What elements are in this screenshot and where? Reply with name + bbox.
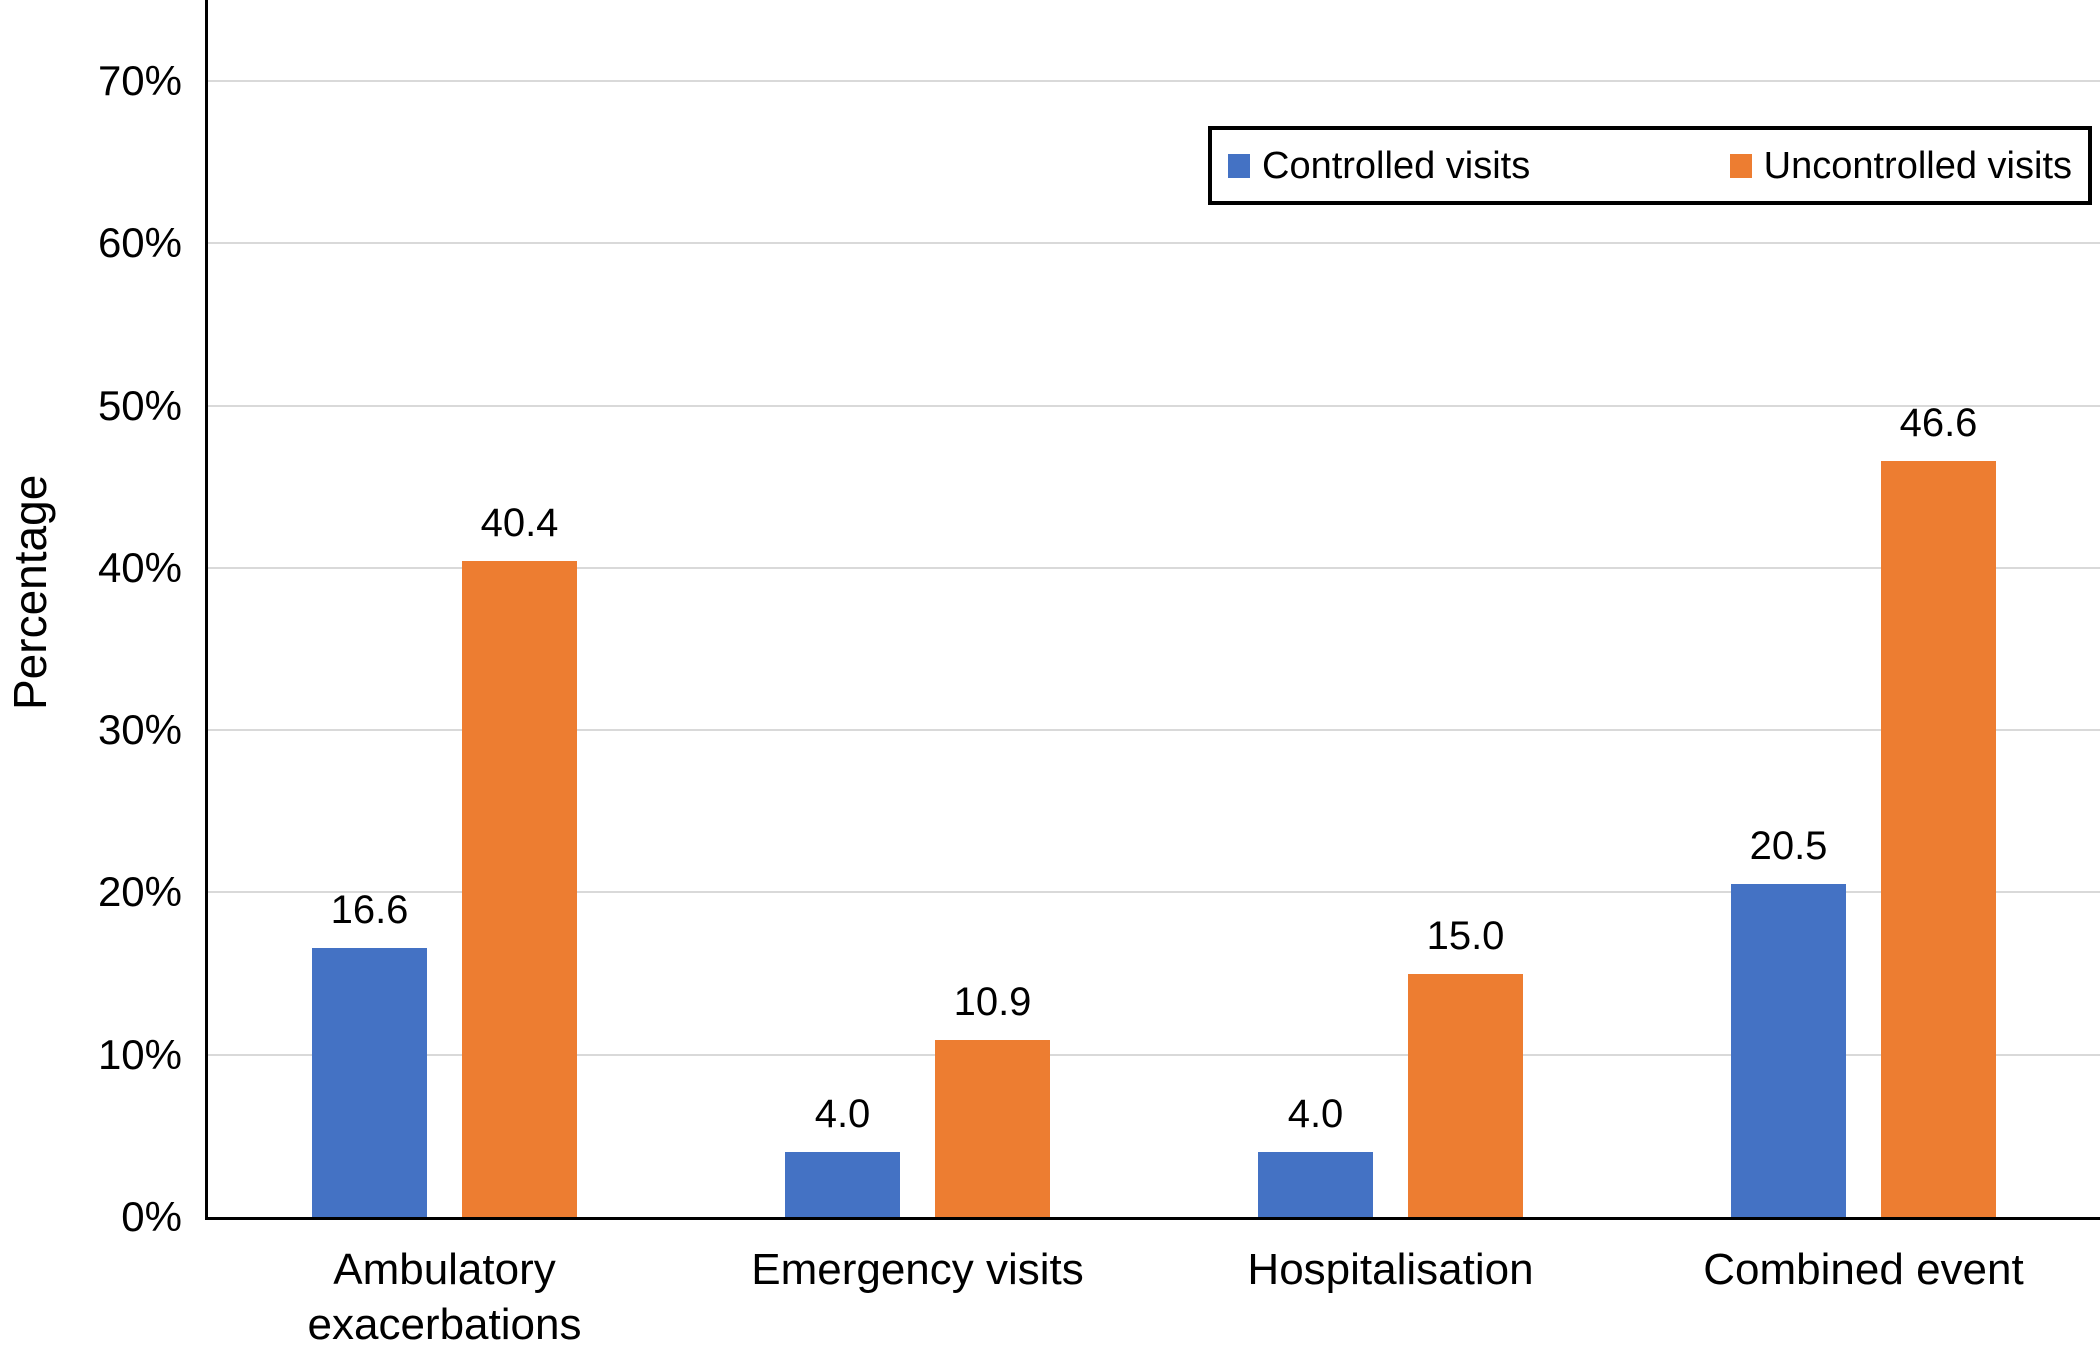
bar-controlled-visits [1731, 884, 1846, 1217]
value-label: 10.9 [953, 980, 1032, 1025]
x-category-label: Ambulatory exacerbations [307, 1245, 582, 1349]
y-tick-label: 0% [121, 1193, 182, 1240]
x-category-label: Combined event [1703, 1245, 2024, 1294]
gridline [208, 242, 2100, 245]
legend-label: Controlled visits [1262, 144, 1531, 187]
bar-group: 4.0 15.0 [1154, 0, 1627, 1217]
y-tick-label: 50% [97, 381, 182, 429]
x-category-label: Hospitalisation [1247, 1245, 1534, 1294]
y-tick-label: 60% [97, 219, 182, 267]
bar-uncontrolled-visits [462, 561, 577, 1217]
bar-uncontrolled-visits [1408, 973, 1523, 1217]
value-label: 40.4 [480, 501, 559, 546]
gridline [208, 566, 2100, 569]
gridline [208, 80, 2100, 83]
legend-item: Controlled visits [1228, 144, 1530, 188]
legend-item: Uncontrolled visits [1729, 144, 2072, 188]
y-tick-label: 40% [97, 543, 182, 591]
plot-area: 16.6 40.4 4.0 10.9 4.0 15.0 20.5 46.6 [208, 0, 2100, 1217]
bar-uncontrolled-visits [1881, 460, 1996, 1217]
value-label: 4.0 [814, 1092, 871, 1137]
y-tick-label: 70% [97, 57, 182, 105]
legend-swatch-uncontrolled-visits [1729, 153, 1752, 178]
bar-group: 16.6 40.4 [208, 0, 681, 1217]
y-axis-title: Percentage [4, 474, 56, 710]
legend-swatch-controlled-visits [1228, 153, 1250, 178]
value-label: 46.6 [1899, 400, 1978, 445]
y-axis-line [205, 0, 208, 1220]
gridline [208, 1053, 2100, 1056]
value-label: 20.5 [1749, 824, 1828, 869]
bar-controlled-visits [312, 947, 427, 1217]
gridline [208, 729, 2100, 732]
y-tick-label: 10% [97, 1030, 182, 1078]
gridline [208, 404, 2100, 407]
legend: Controlled visits Uncontrolled visits [1208, 126, 2092, 205]
bar-group: 4.0 10.9 [681, 0, 1154, 1217]
value-label: 16.6 [330, 887, 409, 932]
bar-controlled-visits [1258, 1152, 1373, 1217]
y-tick-label: 30% [97, 706, 182, 754]
x-axis-line [205, 1217, 2100, 1220]
bar-group: 20.5 46.6 [1627, 0, 2100, 1217]
x-category-label: Emergency visits [751, 1245, 1084, 1294]
gridline [208, 891, 2100, 894]
bar-uncontrolled-visits [935, 1040, 1050, 1217]
value-label: 15.0 [1426, 913, 1505, 958]
value-label: 4.0 [1287, 1092, 1344, 1137]
legend-label: Uncontrolled visits [1763, 144, 2072, 187]
bar-controlled-visits [785, 1152, 900, 1217]
y-tick-label: 20% [97, 868, 182, 916]
